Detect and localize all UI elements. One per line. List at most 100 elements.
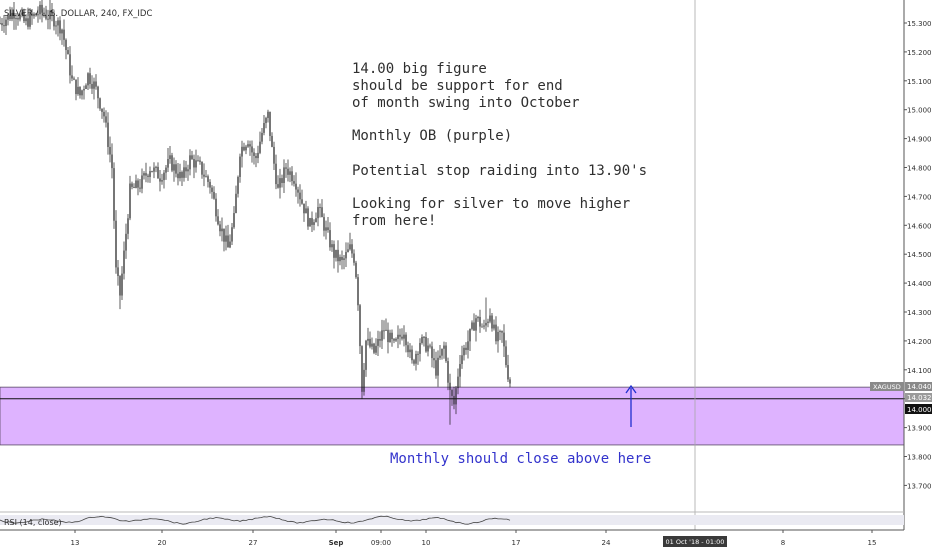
candle-body xyxy=(337,249,339,262)
candle-body xyxy=(227,235,229,248)
candle-body xyxy=(445,345,447,362)
candle-body xyxy=(299,192,301,200)
candle-body xyxy=(219,224,221,232)
x-tick-label: 13 xyxy=(71,539,80,547)
price-marker-support-label: 14.000 xyxy=(907,406,932,414)
candle-body xyxy=(167,159,169,168)
candle-body xyxy=(55,25,57,27)
candle-body xyxy=(465,347,467,350)
candle-body xyxy=(239,156,241,177)
candle-body xyxy=(365,340,367,370)
candle-body xyxy=(183,167,185,178)
x-tick-label: 24 xyxy=(602,539,611,547)
candle-body xyxy=(487,321,489,323)
candle-body xyxy=(67,50,69,55)
candle-body xyxy=(269,111,271,136)
candle-body xyxy=(65,39,67,51)
candle-body xyxy=(177,173,179,179)
candle-body xyxy=(335,249,337,258)
candle-body xyxy=(389,332,391,343)
candle-body xyxy=(409,349,411,353)
candle-body xyxy=(493,324,495,329)
annotation-line-4: Monthly OB (purple) xyxy=(352,128,512,144)
rsi-band xyxy=(0,515,904,525)
candle-body xyxy=(83,89,85,91)
candle-body xyxy=(307,208,309,227)
candle-body xyxy=(19,14,21,20)
candle-body xyxy=(461,355,463,365)
candle-body xyxy=(451,389,453,396)
candle-body xyxy=(163,172,165,181)
candle-body xyxy=(331,244,333,248)
candle-body xyxy=(257,152,259,159)
y-tick-label: 13.700 xyxy=(907,482,932,490)
candle-body xyxy=(11,12,13,20)
candle-body xyxy=(377,339,379,346)
candle-body xyxy=(173,164,175,171)
candle-body xyxy=(157,166,159,179)
candle-body xyxy=(233,213,235,228)
candle-body xyxy=(209,181,211,188)
candle-body xyxy=(371,343,373,347)
candle-body xyxy=(411,349,413,361)
candle-body xyxy=(195,160,197,168)
up-arrow-head-icon xyxy=(625,384,637,394)
candle-body xyxy=(37,14,39,16)
candle-body xyxy=(255,155,257,159)
candle-body xyxy=(141,175,143,189)
price-marker-last xyxy=(905,382,932,391)
candle-body xyxy=(5,19,7,27)
candle-body xyxy=(41,4,43,13)
candle-body xyxy=(305,208,307,214)
candle-body xyxy=(63,29,65,40)
candle-body xyxy=(473,322,475,331)
candle-body xyxy=(73,78,75,80)
candle-body xyxy=(281,178,283,183)
candle-body xyxy=(235,193,237,214)
y-tick-label: 15.100 xyxy=(907,78,932,86)
candle-body xyxy=(117,267,119,277)
y-tick-label: 15.000 xyxy=(907,107,932,115)
candle-body xyxy=(391,332,393,340)
candle-body xyxy=(57,20,59,26)
candle-body xyxy=(125,233,127,251)
price-marker-mid xyxy=(905,393,932,402)
candle-body xyxy=(139,187,141,189)
candle-body xyxy=(199,160,201,162)
candle-body xyxy=(181,171,183,178)
candle-body xyxy=(253,152,255,156)
candle-body xyxy=(217,216,219,225)
candle-body xyxy=(249,144,251,147)
crosshair-time-label: 01 Oct '18 - 01:00 xyxy=(666,538,725,546)
candle-body xyxy=(433,358,435,361)
rsi-pane[interactable]: RSI (14, close) xyxy=(0,511,904,527)
candle-body xyxy=(395,338,397,341)
candle-body xyxy=(127,218,129,234)
candle-body xyxy=(471,322,473,329)
candle-body xyxy=(509,379,511,384)
candle-body xyxy=(397,334,399,339)
y-tick-label: 14.400 xyxy=(907,280,932,288)
candle-body xyxy=(0,23,1,24)
candle-body xyxy=(7,14,9,20)
annotation-line-1: 14.00 big figure xyxy=(352,61,487,77)
candle-body xyxy=(361,346,363,392)
price-marker-mid-label: 14.032 xyxy=(907,394,932,402)
candle-body xyxy=(237,176,239,194)
candle-body xyxy=(17,18,19,20)
candle-body xyxy=(121,273,123,296)
candle-body xyxy=(143,173,145,176)
candle-body xyxy=(437,357,439,376)
y-tick-label: 14.200 xyxy=(907,338,932,346)
candle-body xyxy=(429,345,431,347)
candle-body xyxy=(203,174,205,177)
candle-body xyxy=(113,168,115,221)
y-tick-label: 14.700 xyxy=(907,193,932,201)
candle-body xyxy=(467,341,469,350)
candle-body xyxy=(289,171,291,175)
x-tick-label: 09:00 xyxy=(371,539,391,547)
candle-body xyxy=(321,207,323,218)
candle-body xyxy=(373,343,375,353)
candle-body xyxy=(297,189,299,193)
